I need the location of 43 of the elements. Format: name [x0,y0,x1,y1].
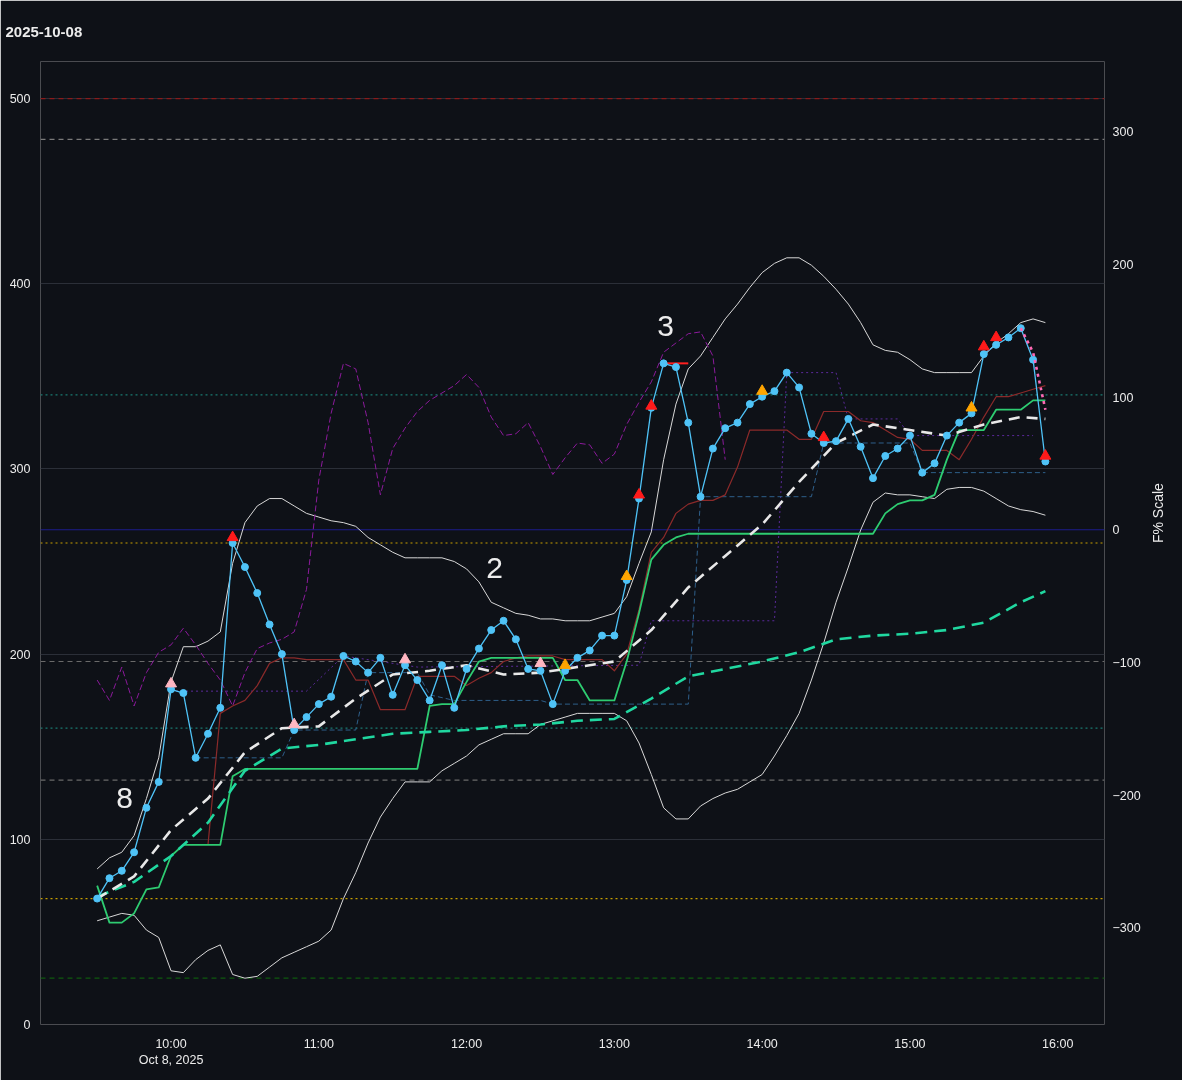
point [817,430,830,442]
y2-tick-label: 100 [1112,390,1134,405]
point [620,569,633,581]
x-tick-label: 16:00 [1042,1036,1074,1051]
point [965,400,978,412]
line-series [207,384,1046,846]
y-tick-label: 400 [9,277,31,292]
point [534,656,547,668]
y2-tick-label: −200 [1112,788,1141,803]
y2-tick-label: −300 [1112,921,1141,936]
point [559,658,572,669]
x-tick-label: 10:00 Oct 8, 2025 [138,1036,204,1068]
point [1039,449,1052,460]
y2-tick-label: 200 [1112,257,1134,272]
point [633,488,645,499]
y2-tick-label: 300 [1112,125,1134,140]
chart-title: 2025-10-08 [5,23,83,40]
x-tick-label: 11:00 [303,1036,335,1051]
point [977,339,990,351]
annotation: 8 [116,780,133,814]
y-tick-label: 200 [9,647,31,662]
y-tick-label: 300 [9,462,31,477]
y2-tick-label: −100 [1112,655,1141,670]
y2-tick-label: 0 [1112,523,1120,538]
x-tick-label: 12:00 [450,1036,483,1051]
line-series [96,486,1046,979]
y2-axis-title: F% Scale [1149,482,1166,543]
annotation: 3 [657,308,674,342]
point [226,530,239,542]
x-tick-label: 14:00 [746,1036,778,1051]
x-tick-label: 15:00 [894,1036,926,1051]
point [756,384,769,395]
y-tick-label: 500 [9,92,31,107]
point [399,652,412,664]
point [288,717,301,729]
x-tick-label: 13:00 [598,1036,631,1051]
line-series [96,257,1046,870]
point [645,399,658,410]
annotation: 2 [486,550,503,584]
y-tick-label: 100 [9,832,31,847]
point [165,676,178,688]
y-tick-label: 0 [23,1018,31,1032]
point [990,330,1003,342]
